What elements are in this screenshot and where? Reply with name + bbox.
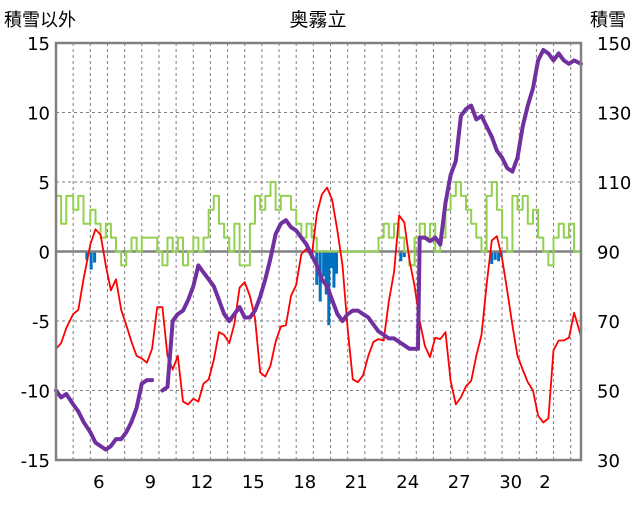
right-tick-label: 150	[597, 34, 631, 55]
precip-bar	[335, 251, 339, 274]
precip-bar	[399, 251, 403, 262]
left-tick-label: 15	[27, 34, 50, 55]
left-tick-label: -15	[21, 451, 50, 472]
x-tick-label: 2	[539, 472, 550, 493]
left-tick-label: -5	[32, 312, 50, 333]
precip-bar	[332, 251, 336, 288]
right-axis-label: 積雪	[590, 10, 626, 31]
wind-line	[55, 181, 582, 267]
x-tick-label: 18	[293, 472, 316, 493]
left-tick-label: 0	[39, 243, 50, 264]
precip-bar	[329, 251, 333, 269]
right-tick-label: 110	[597, 173, 631, 194]
precip-bar	[493, 251, 497, 260]
plot-frame	[54, 41, 583, 462]
x-axis-ticks: 6 9 12 15 18 21 24 27 30 2	[93, 472, 551, 493]
x-tick-label: 9	[145, 472, 156, 493]
left-axis-label: 積雪以外	[4, 10, 76, 31]
left-axis-ticks: 15 10 5 0 -5 -10 -15	[21, 34, 50, 472]
right-tick-label: 90	[597, 243, 620, 264]
left-tick-label: -10	[21, 382, 50, 403]
x-tick-label: 30	[499, 472, 522, 493]
precip-bar	[85, 251, 89, 260]
right-tick-label: 70	[597, 312, 620, 333]
right-tick-label: 130	[597, 104, 631, 125]
chart-title: 奥霧立	[289, 9, 346, 31]
x-tick-label: 24	[396, 472, 419, 493]
precip-bar	[89, 251, 93, 270]
right-tick-label: 30	[597, 451, 620, 472]
right-tick-label: 50	[597, 382, 620, 403]
x-tick-label: 27	[448, 472, 471, 493]
series-lines	[54, 48, 583, 452]
precip-bar	[402, 251, 406, 258]
precip-bar	[497, 251, 501, 262]
precip-bar	[490, 251, 494, 265]
x-tick-label: 6	[93, 472, 104, 493]
temperature-line	[55, 186, 582, 424]
x-tick-label: 21	[345, 472, 368, 493]
x-tick-label: 15	[242, 472, 265, 493]
x-tick-label: 12	[190, 472, 213, 493]
precip-bar	[324, 251, 328, 295]
precip-bar	[93, 251, 97, 263]
left-tick-label: 10	[27, 104, 50, 125]
precip-bar	[322, 251, 326, 277]
right-axis-ticks: 150 130 110 90 70 50 30	[597, 34, 631, 472]
snow_depth-line	[54, 48, 583, 452]
left-tick-label: 5	[39, 173, 50, 194]
